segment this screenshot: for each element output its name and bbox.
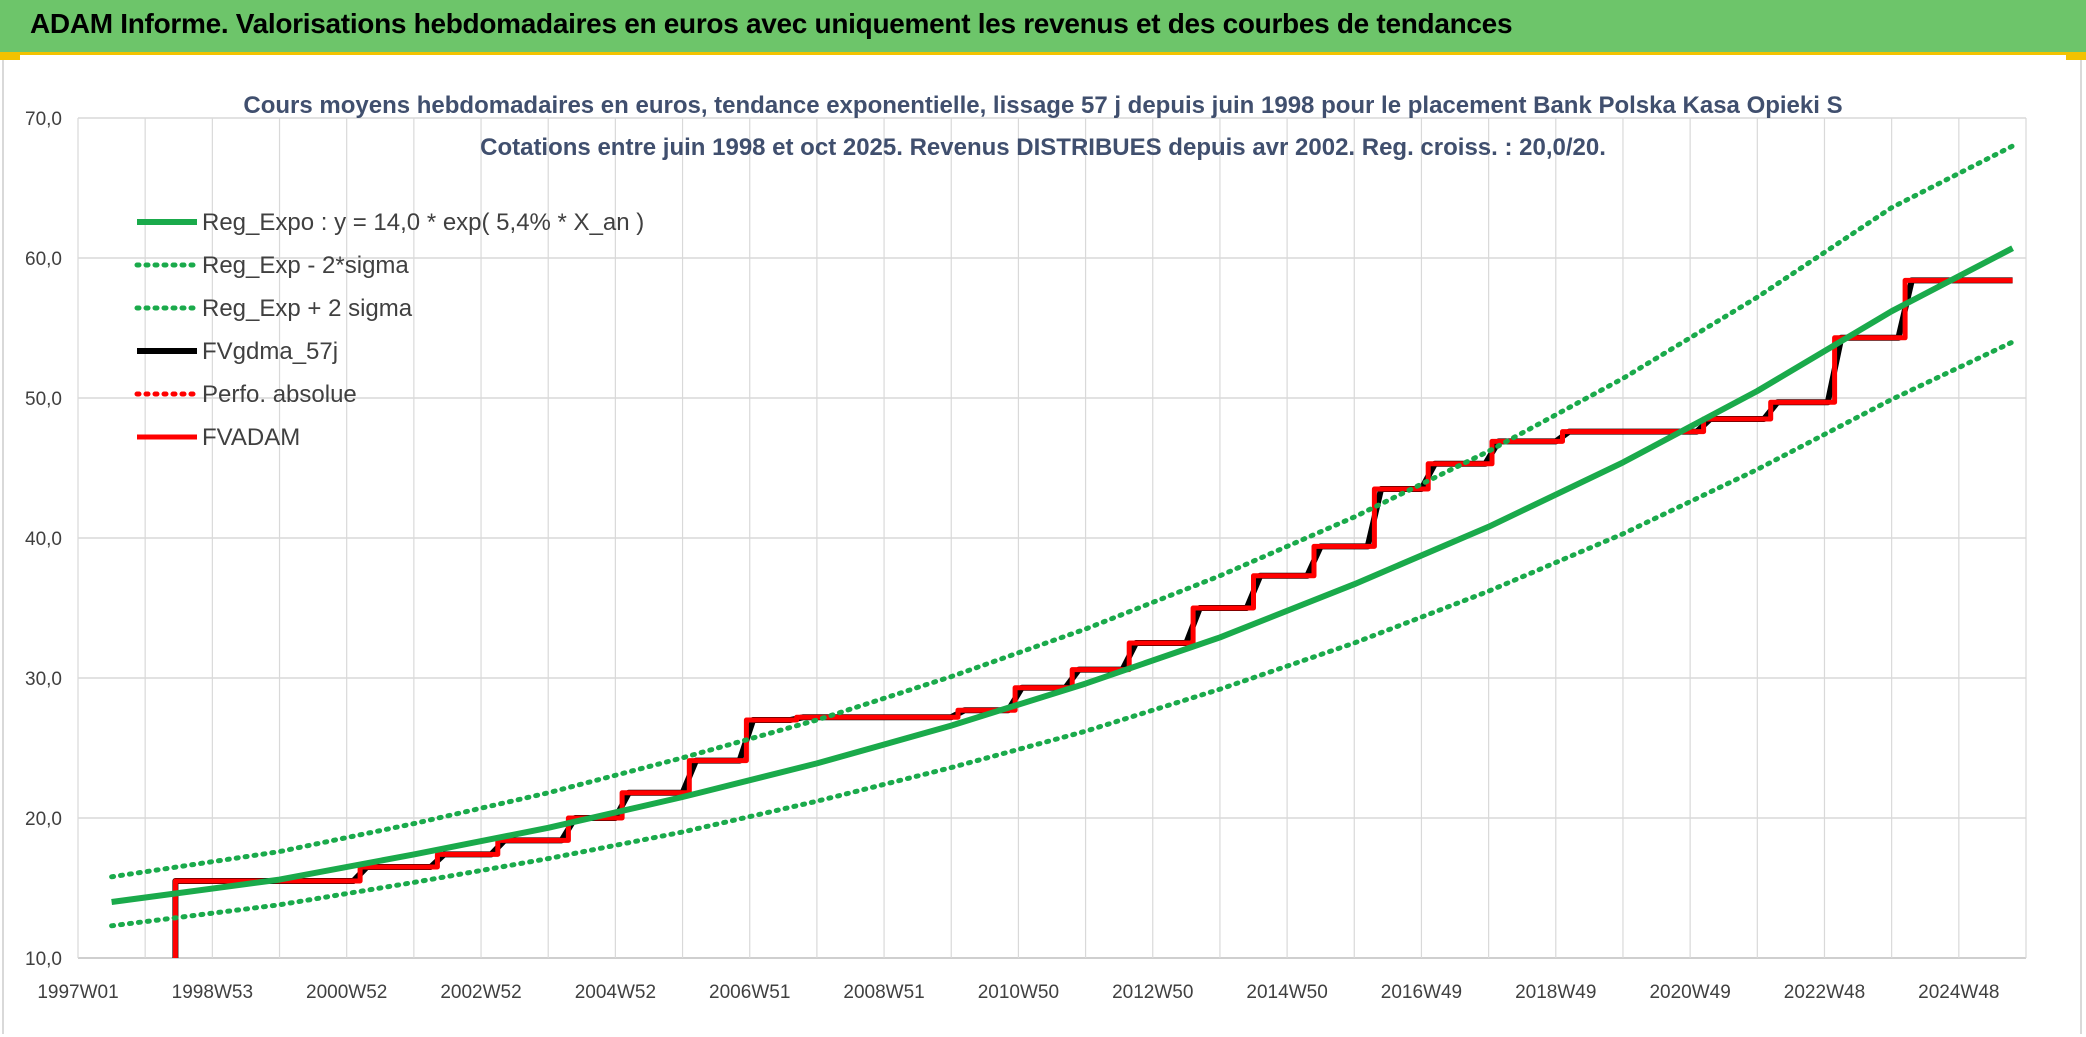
series-line-0 xyxy=(111,245,2014,905)
y-tick-label: 20,0 xyxy=(25,809,62,830)
x-tick-label: 1997W01 xyxy=(37,982,118,1003)
y-tick-label: 70,0 xyxy=(25,109,62,130)
x-tick-label: 2008W51 xyxy=(843,982,924,1003)
legend-label: Reg_Exp + 2 sigma xyxy=(202,295,413,322)
x-tick-label: 2010W50 xyxy=(978,982,1059,1003)
x-axis-ticks: 1997W01 1998W53 2000W52 2002W52 2004W52 2006W… xyxy=(37,982,1999,1003)
x-tick-label: 1998W53 xyxy=(172,982,253,1003)
y-tick-label: 10,0 xyxy=(25,949,62,970)
legend-label: Reg_Expo : y = 14,0 * exp( 5,4% * X_an ) xyxy=(202,209,644,236)
series-line-1 xyxy=(109,339,2016,929)
chart-subtitle: Cotations entre juin 1998 et oct 2025. R… xyxy=(480,134,1606,161)
x-tick-label: 2016W49 xyxy=(1381,982,1462,1003)
x-tick-label: 2006W51 xyxy=(709,982,790,1003)
x-tick-label: 2018W49 xyxy=(1515,982,1596,1003)
legend-label: FVgdma_57j xyxy=(202,338,338,365)
y-tick-label: 50,0 xyxy=(25,389,62,410)
y-axis-ticks: 10,0 20,0 30,0 40,0 50,0 60,0 70,0 xyxy=(25,109,62,970)
legend-label: Reg_Exp - 2*sigma xyxy=(202,252,409,279)
chart-frame xyxy=(2,60,2082,1034)
x-tick-label: 2000W52 xyxy=(306,982,387,1003)
chart-series xyxy=(109,143,2016,958)
report-header: ADAM Informe. Valorisations hebdomadaire… xyxy=(0,0,2086,55)
x-tick-label: 2020W49 xyxy=(1649,982,1730,1003)
legend-label: FVADAM xyxy=(202,424,300,451)
y-tick-label: 60,0 xyxy=(25,249,62,270)
x-tick-label: 2002W52 xyxy=(440,982,521,1003)
chart-legend: Reg_Expo : y = 14,0 * exp( 5,4% * X_an )… xyxy=(134,209,644,451)
legend-label: Perfo. absolue xyxy=(202,381,357,408)
y-tick-label: 40,0 xyxy=(25,529,62,550)
corner-marker-left xyxy=(0,52,20,60)
x-tick-label: 2024W48 xyxy=(1918,982,1999,1003)
chart-title: Cours moyens hebdomadaires en euros, ten… xyxy=(243,92,1842,119)
corner-marker-right xyxy=(2066,52,2086,60)
chart-grid xyxy=(77,117,2027,959)
x-tick-label: 2012W50 xyxy=(1112,982,1193,1003)
x-tick-label: 2014W50 xyxy=(1246,982,1327,1003)
report-title: ADAM Informe. Valorisations hebdomadaire… xyxy=(30,8,1513,39)
x-tick-label: 2022W48 xyxy=(1784,982,1865,1003)
x-tick-label: 2004W52 xyxy=(575,982,656,1003)
series-line-2 xyxy=(109,143,2016,880)
series-line-5 xyxy=(172,277,2013,958)
y-tick-label: 30,0 xyxy=(25,669,62,690)
